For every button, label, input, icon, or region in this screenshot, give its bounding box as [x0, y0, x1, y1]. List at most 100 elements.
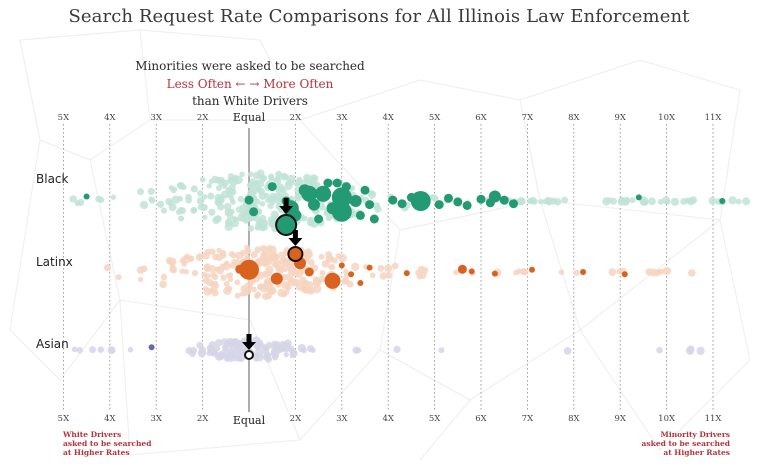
- agency-dot: [240, 249, 247, 257]
- highlighted-agency-dot: [324, 272, 341, 289]
- highlighted-agency-dot: [315, 185, 332, 202]
- highlighted-agency-dot: [621, 271, 628, 278]
- agency-dot: [224, 222, 233, 231]
- highlighted-agency-dot: [83, 193, 90, 200]
- agency-dot: [148, 197, 156, 204]
- agency-dot: [313, 181, 321, 189]
- agency-dot: [303, 173, 312, 182]
- agency-dot: [316, 279, 323, 285]
- agency-dot: [728, 196, 737, 205]
- agency-dot: [385, 271, 393, 279]
- highlighted-agency-dot: [444, 193, 453, 203]
- highlighted-agency-dot: [491, 270, 498, 277]
- agency-dot: [657, 198, 664, 205]
- highlighted-agency-dot: [476, 194, 486, 204]
- agency-dot: [254, 246, 262, 254]
- agency-dot: [513, 269, 519, 276]
- note-white-higher: White Drivers asked to be searched at Hi…: [63, 430, 151, 457]
- agency-dot: [275, 175, 281, 181]
- highlighted-agency-dot: [357, 280, 364, 286]
- agency-dot: [287, 265, 296, 274]
- agency-dot: [191, 270, 199, 277]
- agency-dot: [168, 257, 177, 266]
- tick-label-bottom: 3X: [150, 414, 162, 424]
- agency-dot: [665, 198, 671, 205]
- tick-label-top: 2X: [290, 113, 302, 123]
- agency-dot: [296, 176, 303, 183]
- agency-dot: [203, 264, 212, 273]
- note-left-line-1: White Drivers: [63, 430, 122, 439]
- agency-dot: [215, 198, 223, 206]
- tick-label-top: 11X: [705, 113, 723, 123]
- agency-dot: [216, 351, 225, 359]
- agency-dot: [254, 179, 260, 185]
- agency-dot: [89, 346, 96, 354]
- agency-dot: [190, 207, 198, 214]
- agency-dot: [708, 197, 717, 205]
- agency-dots: [69, 169, 751, 363]
- agency-dot: [137, 276, 144, 283]
- agency-dot: [259, 201, 266, 207]
- highlighted-agency-dot: [410, 191, 431, 211]
- agency-dot: [198, 346, 206, 354]
- highlighted-agency-dot: [314, 214, 324, 224]
- subtitle-line-3: than White Drivers: [192, 94, 308, 108]
- agency-dot: [147, 187, 155, 195]
- average-marker-asian: [242, 334, 256, 360]
- agency-dot: [438, 347, 445, 354]
- highlighted-agency-dot: [468, 268, 475, 275]
- agency-dot: [254, 291, 262, 298]
- agency-dot: [300, 285, 308, 293]
- agency-dot: [288, 277, 295, 284]
- agency-dot: [284, 289, 290, 295]
- highlighted-agency-dot: [244, 195, 254, 205]
- highlighted-agency-dot: [365, 200, 375, 210]
- agency-dot: [206, 183, 212, 189]
- agency-dot: [241, 289, 249, 297]
- tick-label-top: Equal: [233, 111, 266, 124]
- highlighted-agency-dot: [270, 272, 283, 285]
- agency-dot: [267, 216, 275, 224]
- agency-dot: [516, 197, 525, 206]
- agency-dot: [656, 346, 663, 354]
- agency-dot: [216, 176, 224, 184]
- average-marker-black: [275, 198, 298, 236]
- agency-dot: [239, 171, 245, 178]
- agency-dot: [197, 190, 204, 197]
- tick-label-top: 5X: [58, 113, 70, 123]
- highlighted-agency-dot: [148, 344, 155, 351]
- agency-dot: [208, 208, 216, 216]
- agency-dot: [373, 202, 381, 210]
- agency-dot: [272, 260, 281, 269]
- agency-dot: [384, 264, 393, 273]
- agency-dot: [223, 286, 232, 295]
- agency-dot: [687, 345, 695, 354]
- agency-dot: [250, 286, 257, 293]
- note-left-line-3: at Higher Rates: [63, 447, 130, 457]
- agency-dot: [190, 185, 198, 193]
- highlighted-agency-dot: [462, 201, 472, 210]
- arrow-down-icon: [246, 334, 252, 343]
- agency-dot: [268, 196, 277, 205]
- arrow-head: [242, 342, 256, 350]
- agency-dot: [272, 354, 278, 361]
- agency-dot: [228, 176, 235, 183]
- average-marker-latinx: [287, 230, 304, 262]
- highlighted-agency-dot: [331, 201, 352, 222]
- tick-label-bottom: 2X: [197, 414, 209, 424]
- agency-dot: [185, 193, 192, 201]
- tick-label-top: 4X: [104, 113, 116, 123]
- agency-dot: [179, 268, 186, 275]
- agency-dot: [242, 208, 251, 217]
- agency-dot: [212, 273, 219, 281]
- highlighted-agency-dot: [239, 259, 259, 280]
- agency-dot: [343, 272, 350, 279]
- highlighted-agency-dot: [509, 199, 518, 209]
- agency-dot: [157, 200, 165, 208]
- agency-dot: [254, 348, 263, 357]
- agency-dot: [268, 175, 275, 182]
- highlighted-agency-dot: [249, 207, 259, 217]
- highlighted-agency-dot: [499, 195, 509, 205]
- arrow-down-icon: [292, 230, 298, 239]
